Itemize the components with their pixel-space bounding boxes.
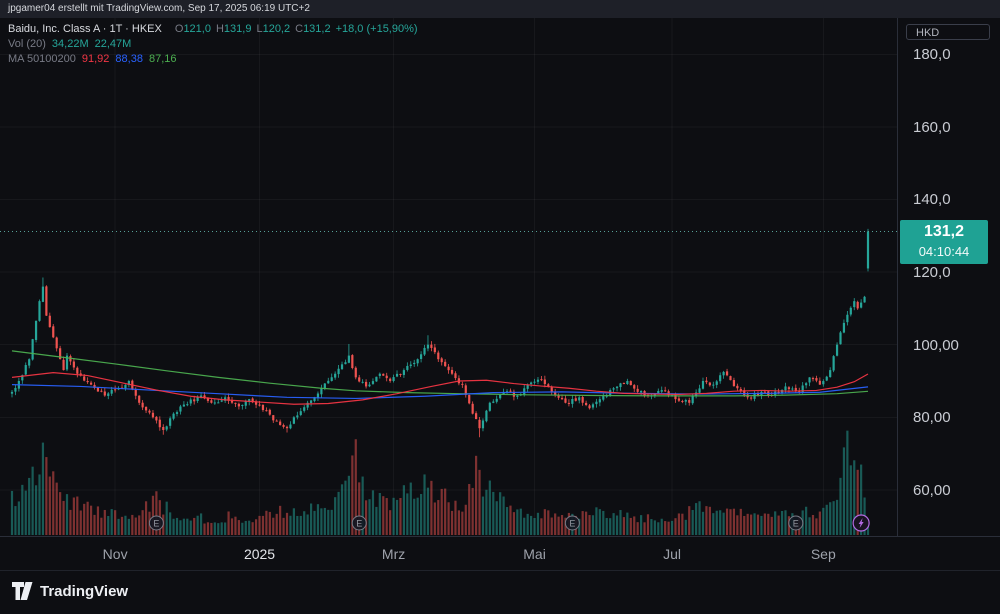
footer-bar: TradingView [0,570,1000,614]
candlestick-series [10,228,870,438]
countdown-timer: 04:10:44 [918,244,970,260]
ma200-line [11,350,869,397]
time-axis-label: Mai [523,546,546,562]
currency-button[interactable]: HKD [906,24,990,40]
currency-label: HKD [916,27,940,39]
earnings-icon[interactable] [351,515,367,531]
price-tick-label: 180,0 [913,46,951,64]
time-axis-label: Jul [663,546,681,562]
earnings-icon-letter: E [569,519,575,529]
price-tick-label: 60,00 [913,481,951,499]
price-scale[interactable]: HKD 180,0 160,0 140,0 120,0 100,00 80,00 60,00… [897,18,1000,536]
price-tick-label: 100,00 [913,336,959,354]
time-scale[interactable]: Nov 2025 Mrz Mai Jul Sep [0,536,1000,570]
tradingview-logo-icon [12,582,33,600]
price-tick-label: 80,00 [913,409,951,427]
earnings-icon-letter: E [793,519,799,529]
earnings-icon-letter: E [153,519,159,529]
earnings-icon[interactable] [148,515,164,531]
earnings-icon-letter: E [356,519,362,529]
volume-series [10,430,870,535]
grid-lines [0,18,897,536]
price-tick-label: 160,0 [913,118,951,136]
last-price-value: 131,2 [923,223,965,241]
time-axis-label: Sep [810,546,836,562]
attribution-text: jpgamer04 erstellt mit TradingView.com, … [8,3,310,14]
earnings-icon[interactable] [564,515,580,531]
last-price-badge: 131,2 04:10:44 [900,220,988,265]
time-axis-label: 2025 [243,546,276,562]
lightning-bolt-glyph [858,518,864,528]
price-tick-label: 140,0 [913,191,951,209]
earnings-icon[interactable] [788,515,804,531]
tradingview-logo-text: TradingView [40,582,129,600]
price-tick-label: 120,0 [913,264,951,282]
time-axis-label: Mrz [381,546,406,562]
attribution-bar: jpgamer04 erstellt mit TradingView.com, … [0,0,1000,18]
tradingview-logo[interactable]: TradingView [12,582,128,600]
ma50-line [11,372,869,405]
time-axis-label: Nov [102,546,128,562]
